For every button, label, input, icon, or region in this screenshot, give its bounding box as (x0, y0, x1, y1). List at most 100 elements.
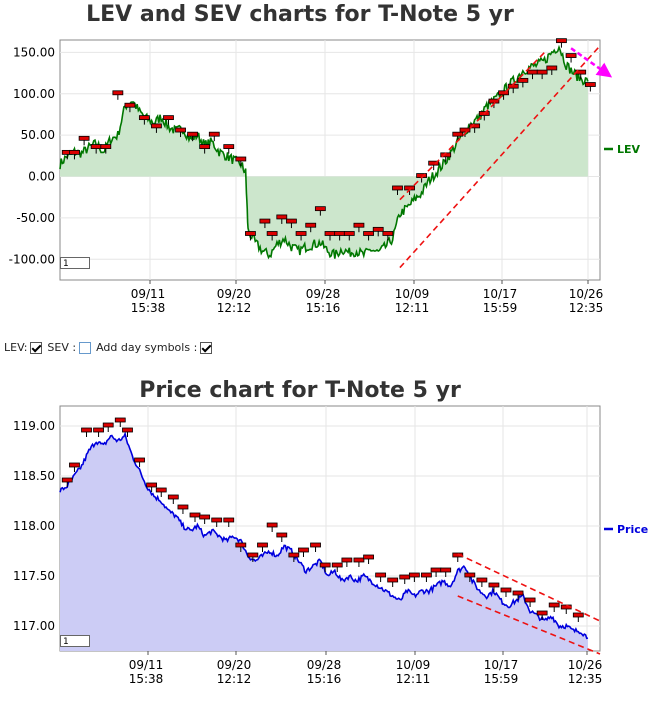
lev-day-marker (488, 98, 500, 104)
lev-day-marker (69, 149, 80, 155)
lev-day-marker (259, 218, 271, 224)
lev-xtick-date: 09/20 (217, 287, 252, 301)
lev-day-marker (324, 231, 336, 236)
lev-chart: LEV and SEV charts for T-Note 5 yr 150.0… (0, 0, 648, 312)
price-ytick-label: 118.50 (13, 469, 55, 483)
lev-day-marker (199, 144, 211, 149)
lev-ytick-label: 0.00 (28, 170, 55, 184)
price-xtick-date: 09/28 (307, 658, 342, 672)
day-symbols-checkbox[interactable] (200, 341, 213, 354)
price-xtick-time: 12:11 (396, 672, 431, 686)
lev-xtick-date: 09/28 (306, 287, 341, 301)
lev-day-marker (392, 185, 403, 191)
lev-ytick-label: -50.00 (16, 211, 55, 225)
lev-xtick-date: 10/17 (483, 287, 518, 301)
price-chart-title: Price chart for T-Note 5 yr (139, 378, 461, 403)
lev-xtick-date: 09/11 (131, 287, 166, 301)
lev-trend-arrow (570, 47, 613, 78)
price-zoom-input[interactable]: 1 (60, 635, 90, 647)
price-chart-svg[interactable]: 119.00 118.50 118.00 117.50 117.00 09/1115:38… (0, 376, 648, 703)
price-day-marker (235, 542, 247, 548)
price-day-marker (167, 494, 179, 500)
price-day-marker (319, 562, 331, 568)
price-day-marker (375, 572, 387, 578)
lev-checkbox[interactable] (30, 341, 43, 354)
lev-day-marker (459, 127, 471, 133)
price-channel-line (457, 553, 601, 622)
lev-chart-svg[interactable]: 150.00100.0050.000.00-50.00-100.0009/111… (0, 0, 648, 312)
price-xtick-time: 15:59 (484, 672, 519, 686)
lev-day-marker (245, 231, 256, 236)
price-day-marker (298, 547, 309, 553)
price-legend-label: Price (617, 523, 648, 536)
lev-xtick-time: 15:59 (483, 301, 518, 312)
lev-ytick-label: -100.00 (9, 252, 55, 266)
price-chart: Price chart for T-Note 5 yr 119.00 118.50… (0, 376, 648, 703)
price-day-marker (430, 567, 442, 573)
price-day-marker (146, 482, 158, 488)
lev-xtick-time: 15:16 (306, 301, 341, 312)
lev-day-marker (138, 115, 150, 121)
lev-day-marker (536, 69, 548, 75)
price-ytick-label: 117.50 (13, 569, 55, 583)
lev-day-marker (305, 222, 317, 228)
lev-day-marker (223, 144, 235, 149)
price-day-marker (155, 487, 167, 493)
price-xtick-date: 09/11 (129, 658, 164, 672)
price-xtick-date: 10/09 (396, 658, 431, 672)
lev-chart-title: LEV and SEV charts for T-Note 5 yr (86, 2, 514, 27)
price-day-marker (512, 590, 524, 596)
lev-day-marker (163, 115, 174, 121)
lev-day-marker (276, 214, 288, 220)
sev-checkbox[interactable] (79, 341, 92, 354)
price-day-marker (310, 542, 321, 548)
price-ytick-label: 118.00 (13, 519, 55, 533)
price-day-marker (353, 557, 365, 563)
lev-zoom-input[interactable]: 1 (60, 257, 90, 269)
price-day-marker (102, 422, 114, 428)
price-xtick-date: 09/20 (217, 658, 252, 672)
price-ytick-label: 119.00 (13, 419, 55, 433)
lev-xtick-time: 12:35 (569, 301, 604, 312)
price-day-marker (211, 517, 223, 523)
price-day-marker (134, 457, 145, 463)
price-day-marker (266, 522, 278, 528)
lev-day-marker (556, 38, 567, 44)
price-xtick-time: 12:12 (217, 672, 252, 686)
price-day-marker (114, 417, 126, 423)
price-day-marker (122, 427, 133, 433)
price-day-marker (500, 587, 512, 593)
price-day-marker (341, 557, 353, 563)
price-day-marker (408, 572, 420, 578)
lev-day-marker (90, 144, 102, 149)
price-day-marker (524, 597, 536, 603)
lev-day-marker (469, 123, 481, 129)
price-day-marker (488, 582, 500, 588)
price-day-marker (387, 577, 399, 583)
lev-day-marker (175, 127, 186, 133)
price-day-marker (93, 427, 104, 433)
lev-xtick-time: 12:11 (395, 301, 430, 312)
lev-day-marker (565, 53, 577, 58)
price-day-marker (257, 542, 268, 548)
price-day-marker (572, 612, 584, 618)
lev-ytick-label: 150.00 (13, 45, 55, 59)
lev-day-marker (295, 231, 307, 236)
lev-toggle-label: LEV: (4, 341, 28, 354)
lev-xtick-date: 10/09 (395, 287, 430, 301)
lev-xtick-time: 12:12 (217, 301, 252, 312)
lev-day-marker (314, 206, 326, 212)
sev-toggle-label: SEV : (47, 341, 77, 354)
price-day-marker (464, 572, 476, 578)
lev-day-marker (517, 77, 529, 83)
lev-day-marker (124, 102, 136, 108)
price-day-marker (276, 532, 288, 538)
price-xtick-time: 12:35 (568, 672, 603, 686)
price-day-marker (421, 572, 432, 578)
lev-day-marker (235, 156, 247, 162)
lev-day-marker (187, 131, 198, 137)
price-day-marker (223, 517, 235, 523)
price-day-marker (440, 567, 452, 573)
price-day-marker (69, 462, 80, 468)
price-ytick-label: 117.00 (13, 619, 55, 633)
